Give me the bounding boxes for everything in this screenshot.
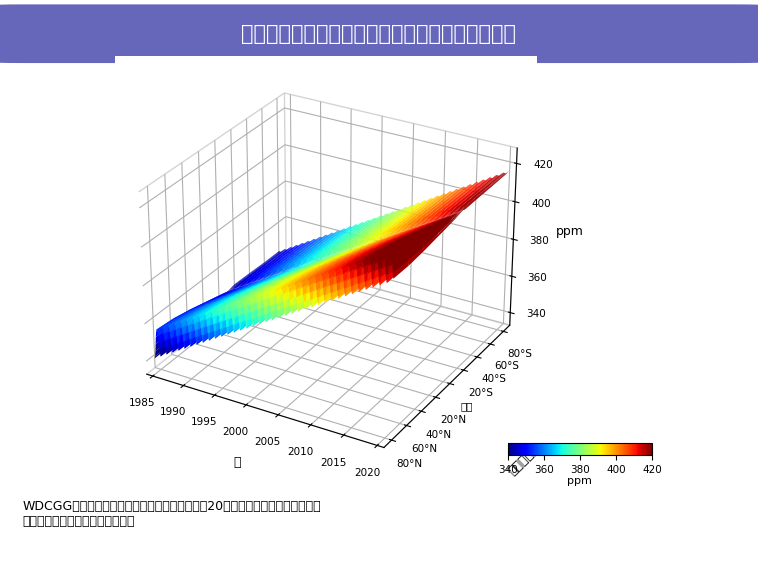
X-axis label: ppm: ppm xyxy=(568,477,592,486)
Text: WDCGGが収集した世界各地の観測データを緯度20度ごとに平均した大気中の二
酸化炭素月平均濃度の経年変化。: WDCGGが収集した世界各地の観測データを緯度20度ごとに平均した大気中の二 酸… xyxy=(23,500,321,528)
X-axis label: 年: 年 xyxy=(233,456,241,469)
FancyBboxPatch shape xyxy=(0,4,758,63)
Y-axis label: 緯度（度）: 緯度（度） xyxy=(506,442,541,478)
Text: 大気中の二酸化炭素の緯度帯平均濃度の経年変化: 大気中の二酸化炭素の緯度帯平均濃度の経年変化 xyxy=(242,24,516,44)
